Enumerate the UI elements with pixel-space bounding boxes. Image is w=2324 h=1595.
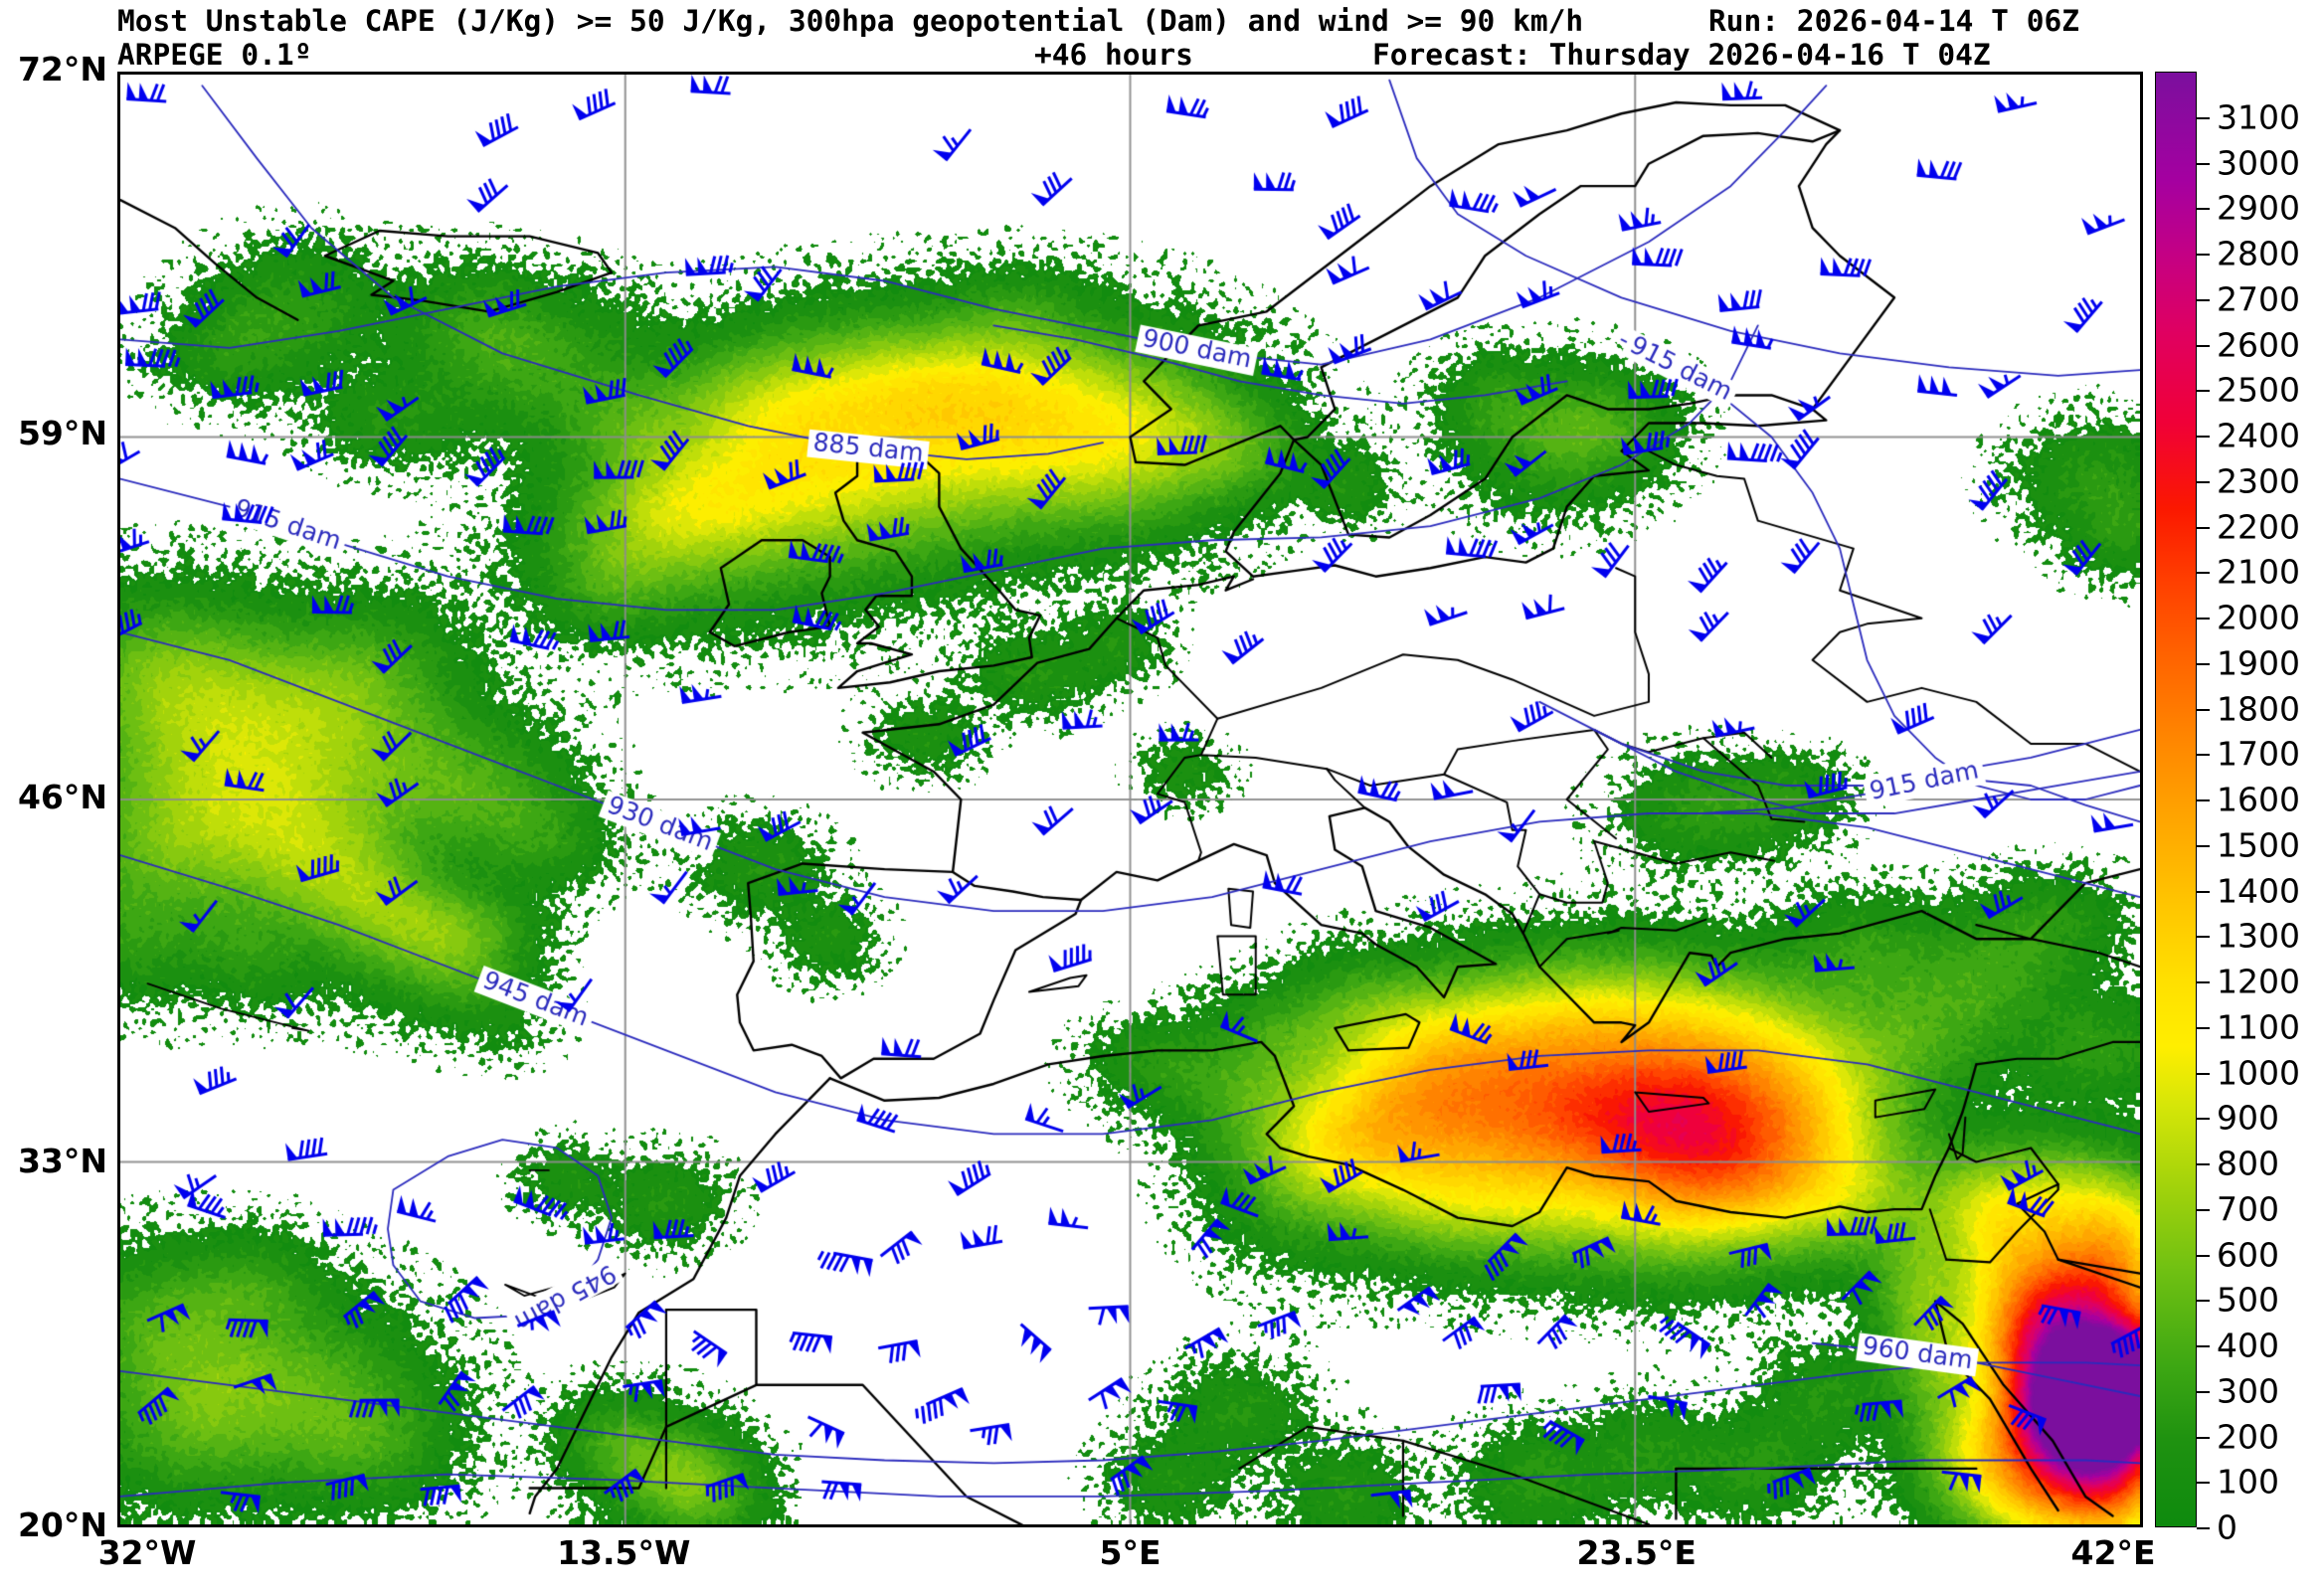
colorbar-tick-value: 100 <box>2217 1462 2279 1502</box>
colorbar-tick-value: 2400 <box>2217 416 2300 455</box>
lat-tick-label: 59°N <box>17 414 107 452</box>
forecast-hours-label: +46 hours <box>1034 38 1193 72</box>
colorbar-tick-value: 1200 <box>2217 962 2300 1001</box>
cape-colorbar: 0 100 200 300 400 500 600 700 800 900 1000 1100 1200… <box>2155 72 2324 1547</box>
colorbar-tick-value: 3100 <box>2217 97 2300 137</box>
colorbar-tick-value: 2700 <box>2217 279 2300 319</box>
colorbar-tick-value: 0 <box>2217 1507 2237 1547</box>
colorbar-tick-mark <box>2197 572 2210 575</box>
lat-tick-label: 72°N <box>17 50 107 89</box>
colorbar-tick-mark <box>2197 981 2210 983</box>
colorbar-tick-value: 1900 <box>2217 643 2300 683</box>
colorbar-tick-mark <box>2197 526 2210 529</box>
lat-tick-label: 20°N <box>17 1506 107 1544</box>
colorbar-tick-mark <box>2197 344 2210 347</box>
colorbar-tick-mark <box>2197 162 2210 165</box>
colorbar-tick-value: 1600 <box>2217 780 2300 819</box>
colorbar-tick-mark <box>2197 799 2210 801</box>
lon-tick-label: 5°E <box>1099 1533 1162 1572</box>
colorbar-tick-mark <box>2197 890 2210 893</box>
colorbar-tick-value: 2800 <box>2217 234 2300 273</box>
colorbar-tick-value: 1500 <box>2217 825 2300 865</box>
colorbar-tick-value: 3000 <box>2217 143 2300 182</box>
colorbar-tick-mark <box>2197 618 2210 620</box>
colorbar-tick-mark <box>2197 390 2210 393</box>
lat-tick-label: 46°N <box>17 778 107 816</box>
colorbar-tick-mark <box>2197 436 2210 438</box>
colorbar-tick-value: 800 <box>2217 1144 2279 1183</box>
lon-tick-label: 13.5°W <box>557 1533 691 1572</box>
colorbar-tick-value: 1400 <box>2217 871 2300 910</box>
colorbar-tick-mark <box>2197 1300 2210 1303</box>
lon-tick-label: 23.5°E <box>1576 1533 1697 1572</box>
colorbar-tick-mark <box>2197 1163 2210 1165</box>
colorbar-tick-mark <box>2197 708 2210 711</box>
colorbar-tick-labels: 0 100 200 300 400 500 600 700 800 900 1000 1100 1200… <box>2155 72 2324 1547</box>
forecast-valid-label: Forecast: Thursday 2026-04-16 T 04Z <box>1372 38 1991 72</box>
colorbar-tick-value: 400 <box>2217 1326 2279 1365</box>
colorbar-tick-mark <box>2197 1072 2210 1075</box>
colorbar-tick-mark <box>2197 208 2210 211</box>
colorbar-tick-value: 1800 <box>2217 689 2300 728</box>
colorbar-tick-mark <box>2197 1527 2210 1529</box>
colorbar-tick-mark <box>2197 1390 2210 1393</box>
colorbar-tick-value: 2600 <box>2217 325 2300 364</box>
colorbar-tick-mark <box>2197 1118 2210 1121</box>
colorbar-tick-value: 500 <box>2217 1280 2279 1320</box>
colorbar-tick-value: 2300 <box>2217 461 2300 501</box>
model-name-label: ARPEGE 0.1º <box>117 38 312 72</box>
lon-tick-label: 42°E <box>2070 1533 2156 1572</box>
colorbar-tick-mark <box>2197 662 2210 665</box>
colorbar-tick-value: 300 <box>2217 1371 2279 1411</box>
colorbar-tick-value: 1300 <box>2217 916 2300 956</box>
colorbar-tick-value: 1700 <box>2217 734 2300 774</box>
model-run-label: Run: 2026-04-14 T 06Z <box>1708 4 2079 38</box>
colorbar-tick-value: 2500 <box>2217 370 2300 410</box>
colorbar-tick-value: 2200 <box>2217 507 2300 546</box>
colorbar-tick-mark <box>2197 116 2210 119</box>
colorbar-tick-mark <box>2197 298 2210 301</box>
colorbar-tick-mark <box>2197 254 2210 256</box>
colorbar-tick-mark <box>2197 1482 2210 1485</box>
colorbar-tick-value: 1100 <box>2217 1007 2300 1047</box>
lat-tick-label: 33°N <box>17 1142 107 1180</box>
colorbar-tick-mark <box>2197 754 2210 757</box>
map-plot-area <box>117 72 2143 1527</box>
cape-field-canvas <box>120 75 2140 1524</box>
colorbar-tick-value: 200 <box>2217 1417 2279 1456</box>
colorbar-tick-mark <box>2197 480 2210 483</box>
colorbar-tick-mark <box>2197 1026 2210 1029</box>
colorbar-tick-value: 900 <box>2217 1098 2279 1138</box>
colorbar-tick-value: 2100 <box>2217 552 2300 592</box>
colorbar-tick-value: 2900 <box>2217 188 2300 228</box>
colorbar-tick-value: 1000 <box>2217 1053 2300 1092</box>
colorbar-tick-mark <box>2197 936 2210 939</box>
colorbar-tick-mark <box>2197 1208 2210 1211</box>
lon-tick-label: 32°W <box>97 1533 197 1572</box>
colorbar-tick-value: 700 <box>2217 1189 2279 1229</box>
colorbar-tick-mark <box>2197 1436 2210 1439</box>
colorbar-tick-value: 2000 <box>2217 598 2300 637</box>
colorbar-gradient <box>2155 72 2197 1527</box>
chart-title-block: Most Unstable CAPE (J/Kg) >= 50 J/Kg, 30… <box>0 0 2324 72</box>
colorbar-tick-mark <box>2197 844 2210 847</box>
colorbar-tick-value: 600 <box>2217 1235 2279 1274</box>
colorbar-tick-mark <box>2197 1345 2210 1347</box>
chart-main-title: Most Unstable CAPE (J/Kg) >= 50 J/Kg, 30… <box>117 4 1584 38</box>
colorbar-tick-mark <box>2197 1254 2210 1257</box>
